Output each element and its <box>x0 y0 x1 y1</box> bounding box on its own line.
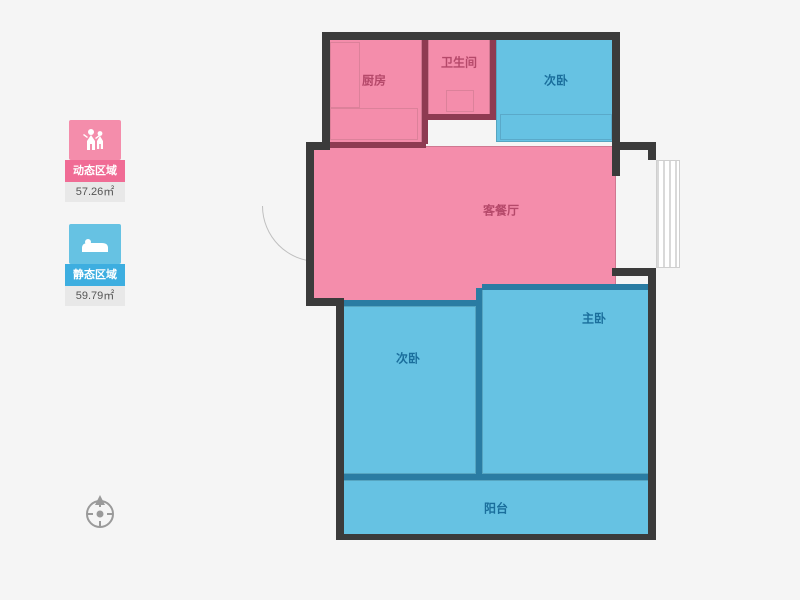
outer-wall <box>306 142 314 304</box>
exterior-ledge <box>656 160 680 268</box>
legend-dynamic-iconbox <box>69 120 121 160</box>
furniture-outline <box>500 114 612 140</box>
outer-wall <box>336 534 654 540</box>
room-living <box>312 146 616 304</box>
furniture-outline <box>330 42 360 108</box>
room-label-bedroom2a: 次卧 <box>544 72 568 89</box>
inner-wall <box>482 284 654 290</box>
inner-wall <box>490 38 496 120</box>
inner-wall <box>340 300 480 306</box>
outer-wall <box>612 142 620 176</box>
outer-wall <box>336 474 344 540</box>
legend-static: 静态区域 59.79㎡ <box>60 224 130 306</box>
outer-wall <box>612 32 620 148</box>
room-label-balcony: 阳台 <box>484 500 508 517</box>
outer-wall <box>648 474 656 540</box>
inner-wall <box>428 114 492 120</box>
outer-wall <box>648 288 656 480</box>
room-label-bedroom2b: 次卧 <box>396 350 420 367</box>
outer-wall <box>648 142 656 160</box>
inner-wall <box>422 38 428 144</box>
room-label-kitchen: 厨房 <box>362 72 386 89</box>
legend-static-iconbox <box>69 224 121 264</box>
outer-wall <box>322 32 330 148</box>
outer-wall <box>322 32 620 40</box>
room-label-bathroom: 卫生间 <box>441 54 477 71</box>
room-bedroom2b <box>340 306 476 474</box>
floor-plan: 厨房卫生间次卧客餐厅次卧主卧阳台 <box>306 38 676 558</box>
room-master <box>482 288 650 474</box>
sleep-icon <box>80 233 110 255</box>
legend-dynamic: 动态区域 57.26㎡ <box>60 120 130 202</box>
furniture-outline <box>330 108 418 140</box>
inner-wall <box>340 474 652 480</box>
room-label-master: 主卧 <box>582 310 606 327</box>
outer-wall <box>336 298 344 480</box>
compass-icon <box>80 492 120 532</box>
room-label-living: 客餐厅 <box>483 202 519 219</box>
outer-wall <box>612 268 656 276</box>
legend-static-label: 静态区域 <box>65 264 125 286</box>
legend-dynamic-label: 动态区域 <box>65 160 125 182</box>
inner-wall <box>476 288 482 480</box>
legend-dynamic-value: 57.26㎡ <box>65 182 125 202</box>
furniture-outline <box>446 90 474 112</box>
legend-static-value: 59.79㎡ <box>65 286 125 306</box>
legend-panel: 动态区域 57.26㎡ 静态区域 59.79㎡ <box>60 120 130 328</box>
inner-wall <box>326 142 426 148</box>
people-icon <box>81 127 109 153</box>
